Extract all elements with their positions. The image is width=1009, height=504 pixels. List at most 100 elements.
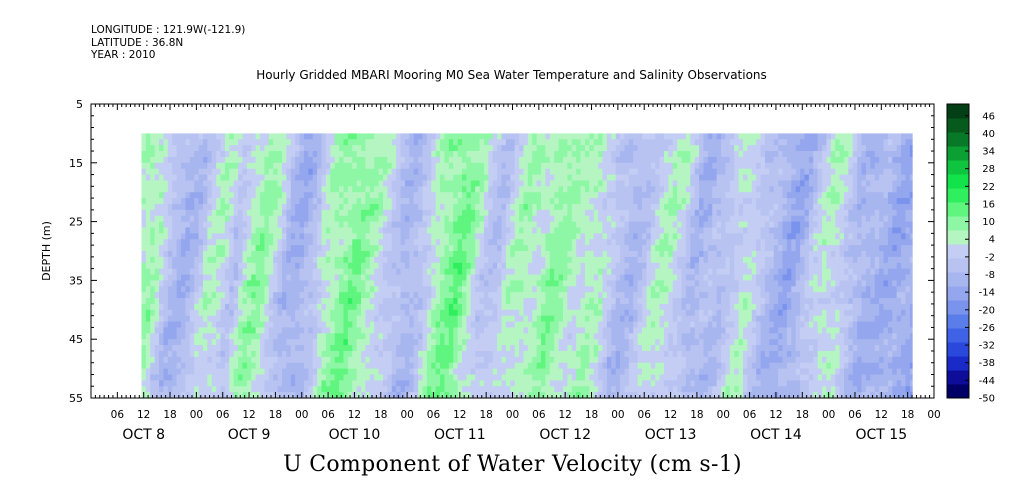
heat-cell <box>523 280 529 287</box>
heat-cell <box>211 309 217 317</box>
heat-cell <box>589 356 595 364</box>
heat-cell <box>154 315 160 323</box>
heat-cell <box>176 386 182 393</box>
heat-cell <box>264 174 270 182</box>
heat-cell <box>172 251 178 258</box>
heat-cell <box>352 362 358 370</box>
heat-cell <box>545 356 551 364</box>
heat-cell <box>343 374 349 381</box>
heat-cell <box>251 315 257 323</box>
heat-cell <box>580 221 586 229</box>
heat-cell <box>382 268 388 276</box>
heat-cell <box>584 162 590 170</box>
heat-cell <box>260 333 266 340</box>
heat-cell <box>145 221 151 229</box>
heat-cell <box>163 333 169 340</box>
heat-cell <box>606 303 612 311</box>
heat-cell <box>145 356 151 364</box>
heat-cell <box>295 239 301 246</box>
heat-cell <box>281 362 287 370</box>
heat-cell <box>536 262 542 270</box>
heat-cell <box>466 274 472 281</box>
heat-cell <box>545 186 551 193</box>
heat-cell <box>172 368 178 376</box>
heat-cell <box>330 180 336 187</box>
heat-cell <box>189 333 195 340</box>
heat-cell <box>321 345 327 352</box>
heat-cell <box>198 151 204 158</box>
heat-cell <box>202 245 208 252</box>
heat-cell <box>382 245 388 252</box>
heat-cell <box>611 145 617 152</box>
heat-cell <box>387 186 393 193</box>
heat-cell <box>606 215 612 223</box>
heat-cell <box>514 309 520 317</box>
heat-cell <box>339 198 345 205</box>
heat-cell <box>409 198 415 205</box>
heat-cell <box>141 245 147 252</box>
heat-cell <box>562 292 568 299</box>
heat-cell <box>624 350 630 358</box>
heat-cell <box>229 233 235 240</box>
heat-cell <box>141 251 147 258</box>
heat-cell <box>483 327 489 334</box>
heat-cell <box>356 321 362 329</box>
heat-cell <box>409 251 415 258</box>
heat-cell <box>541 203 547 211</box>
heat-cell <box>571 386 577 393</box>
heat-cell <box>325 315 331 323</box>
heat-cell <box>251 303 257 311</box>
heat-cell <box>611 292 617 299</box>
heat-cell <box>365 174 371 182</box>
heat-cell <box>347 315 353 323</box>
heat-cell <box>211 203 217 211</box>
heat-cell <box>361 233 367 240</box>
heat-cell <box>527 233 533 240</box>
heat-cell <box>286 139 292 146</box>
heat-cell <box>242 292 248 299</box>
heat-cell <box>251 339 257 346</box>
heat-cell <box>404 386 410 393</box>
heat-cell <box>145 156 151 164</box>
heat-cell <box>312 280 318 287</box>
heat-cell <box>435 209 441 217</box>
heat-cell <box>584 262 590 270</box>
heat-cell <box>497 186 503 193</box>
heat-cell <box>479 168 485 176</box>
heat-cell <box>312 151 318 158</box>
heat-cell <box>611 245 617 252</box>
heat-cell <box>189 321 195 329</box>
heat-cell <box>220 280 226 287</box>
heat-cell <box>589 145 595 152</box>
heat-cell <box>181 133 186 140</box>
heat-cell <box>593 368 599 376</box>
heat-cell <box>413 227 419 234</box>
heat-cell <box>457 233 463 240</box>
heat-cell <box>576 186 582 193</box>
heat-cell <box>400 345 406 352</box>
heat-cell <box>396 251 402 258</box>
heat-cell <box>444 203 450 211</box>
heat-cell <box>216 227 222 234</box>
heat-cell <box>150 368 156 376</box>
heat-cell <box>343 221 349 229</box>
heat-cell <box>620 227 626 234</box>
heat-cell <box>369 303 375 311</box>
heat-cell <box>290 233 296 240</box>
heat-cell <box>189 339 195 346</box>
heat-cell <box>532 233 538 240</box>
heat-cell <box>598 309 604 317</box>
heat-cell <box>277 309 283 317</box>
heat-cell <box>532 162 538 170</box>
heat-cell <box>510 233 516 240</box>
heat-cell <box>198 345 204 352</box>
heat-cell <box>444 245 450 252</box>
heat-cell <box>606 274 612 281</box>
heat-cell <box>391 274 397 281</box>
heat-cell <box>519 362 525 370</box>
heat-cell <box>558 298 564 305</box>
heat-cell <box>606 227 612 234</box>
heat-cell <box>220 333 226 340</box>
heat-cell <box>286 356 292 364</box>
heat-cell <box>505 309 511 317</box>
